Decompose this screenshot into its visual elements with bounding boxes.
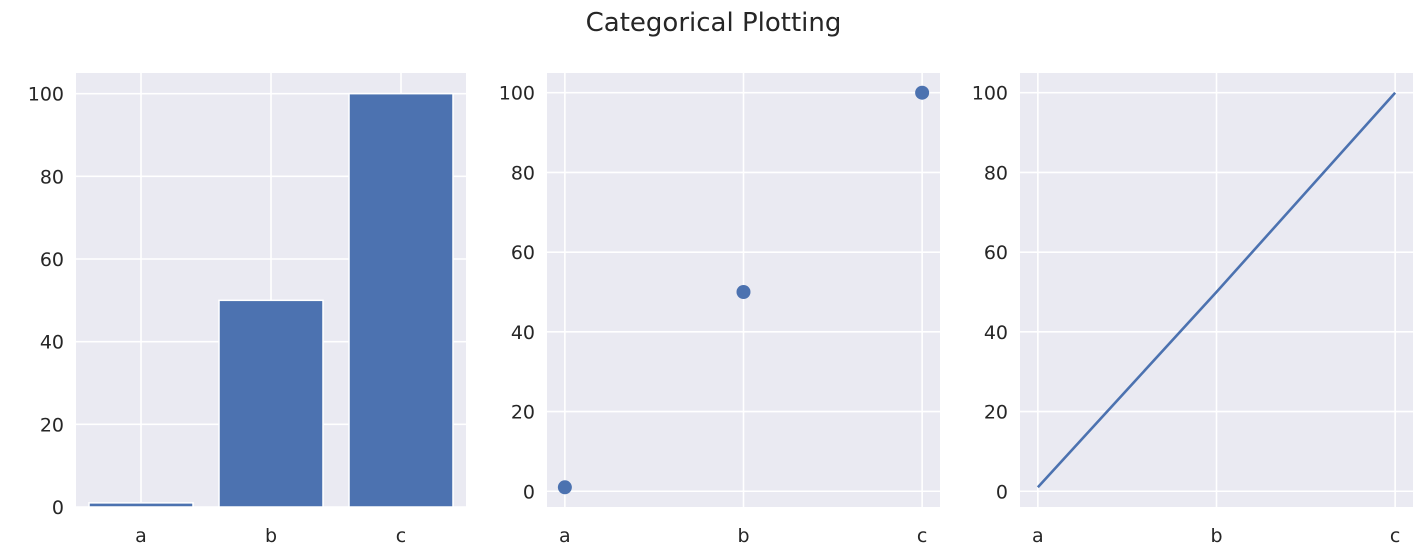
x-tick-label: a — [559, 525, 571, 547]
y-tick-label: 60 — [984, 242, 1008, 264]
bar-c — [348, 92, 454, 508]
y-tick-label: 20 — [40, 414, 64, 436]
x-tick-label: a — [1032, 525, 1044, 547]
y-tick-label: 80 — [984, 162, 1008, 184]
y-tick-label: 40 — [511, 322, 535, 344]
scatter-point-b — [736, 284, 751, 299]
y-tick-label: 80 — [511, 162, 535, 184]
y-tick-label: 0 — [52, 497, 64, 519]
figure-title: Categorical Plotting — [585, 8, 842, 38]
y-tick-label: 100 — [28, 84, 64, 106]
y-tick-label: 80 — [40, 166, 64, 188]
x-tick-label: a — [135, 525, 147, 547]
y-tick-label: 60 — [40, 249, 64, 271]
y-tick-label: 20 — [984, 402, 1008, 424]
x-tick-label: c — [396, 525, 406, 547]
scatter-point-a — [557, 480, 572, 495]
x-tick-label: b — [737, 525, 749, 547]
y-tick-label: 100 — [972, 83, 1008, 105]
x-tick-label: c — [917, 525, 927, 547]
y-tick-label: 60 — [511, 242, 535, 264]
x-tick-label: b — [265, 525, 277, 547]
x-tick-label: b — [1210, 525, 1222, 547]
scatter-chart-panel: 0 20 40 60 80 100 a b c — [499, 73, 940, 547]
scatter-point-c — [915, 85, 930, 100]
y-tick-label: 0 — [523, 481, 535, 503]
bar-a — [88, 502, 194, 508]
y-tick-label: 40 — [40, 332, 64, 354]
series-line — [1036, 91, 1397, 489]
y-tick-label: 0 — [996, 481, 1008, 503]
line-chart-panel: 0 20 40 60 80 100 a b c — [972, 73, 1413, 547]
y-tick-label: 20 — [511, 402, 535, 424]
bar-b — [218, 299, 324, 508]
y-tick-label: 100 — [499, 83, 535, 105]
x-tick-label: c — [1390, 525, 1400, 547]
bar-chart-panel: 0 20 40 60 80 100 a b c — [28, 73, 466, 547]
y-tick-label: 40 — [984, 322, 1008, 344]
